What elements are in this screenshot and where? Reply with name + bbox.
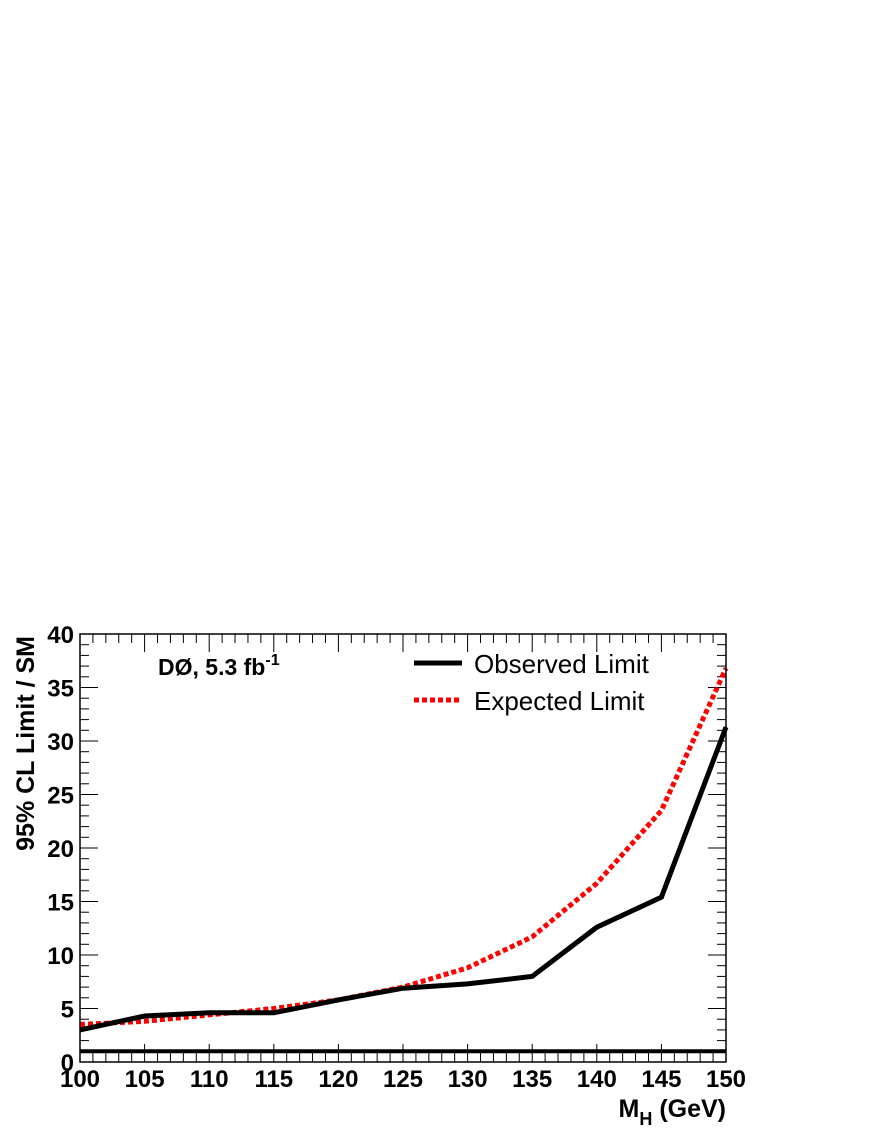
legend-label: Expected Limit	[474, 686, 645, 716]
y-tick-label: 20	[47, 836, 74, 863]
y-tick-label: 10	[47, 943, 74, 970]
x-tick-label: 145	[641, 1066, 681, 1093]
experiment-annotation: DØ, 5.3 fb-1	[158, 652, 280, 680]
legend: Observed Limit Expected Limit	[414, 649, 650, 716]
x-tick-label: 120	[318, 1066, 358, 1093]
y-tick-label: 5	[61, 997, 74, 1024]
y-tick-label: 40	[47, 622, 74, 649]
y-tick-label: 30	[47, 729, 74, 756]
x-tick-label: 105	[125, 1066, 165, 1093]
x-tick-label: 115	[254, 1066, 293, 1093]
x-tick-label: 150	[706, 1066, 746, 1093]
x-tick-label: 110	[190, 1066, 229, 1093]
y-axis-label: 95% CL Limit / SM	[12, 636, 40, 851]
x-tick-label: 135	[512, 1066, 552, 1093]
x-axis-label: MH (GeV)	[619, 1095, 726, 1128]
y-tick-label: 0	[61, 1050, 74, 1077]
x-tick-label: 130	[448, 1066, 488, 1093]
y-tick-label: 25	[47, 783, 74, 810]
y-tick-label: 15	[47, 890, 74, 917]
x-tick-label: 100	[60, 1066, 100, 1093]
y-tick-label: 35	[47, 676, 74, 703]
plot-frame	[79, 633, 727, 1063]
legend-label: Observed Limit	[474, 649, 650, 679]
observed-limit-line	[79, 726, 729, 1033]
tick-labels: 100 105 110 115 120 125 130 135 140 145 150 0 5 10 15 2…	[47, 622, 746, 1093]
x-tick-label: 125	[383, 1066, 423, 1093]
expected-limit-line	[79, 667, 729, 1027]
series-group	[79, 667, 729, 1033]
x-tick-label: 140	[577, 1066, 617, 1093]
